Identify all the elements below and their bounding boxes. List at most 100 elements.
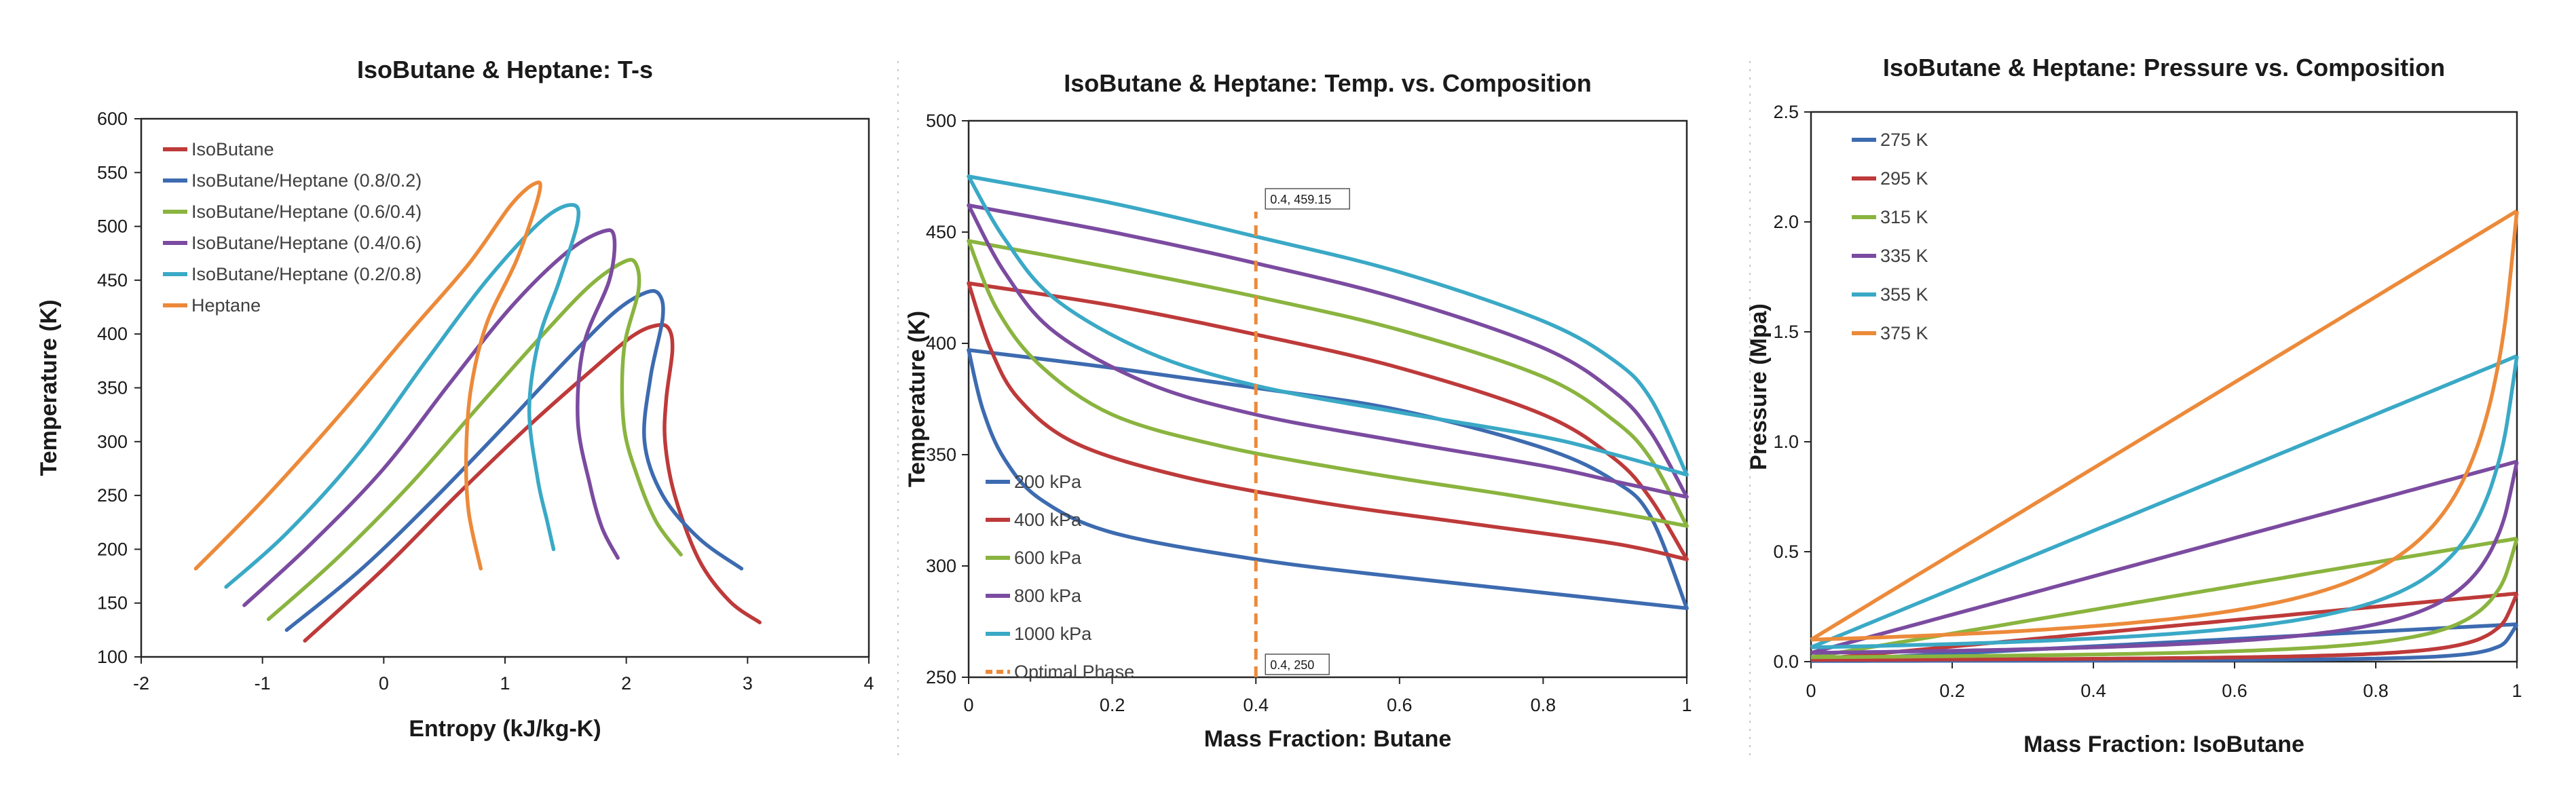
legend-entry: IsoButane <box>191 139 274 159</box>
x-tick-label: -1 <box>255 673 271 694</box>
x-tick-label: 3 <box>743 673 753 694</box>
plot-area-frame <box>967 119 1688 679</box>
bubble-curve <box>967 203 1689 499</box>
chart-temp-vs-composition: 0 0.2 0.4 0.6 0.8 1 250 300 350 400 450 500 IsoButan… <box>904 69 1692 752</box>
x-tick-label: 0.8 <box>1531 695 1556 715</box>
dew-curve <box>1810 356 2519 649</box>
y-tick-label: 0.5 <box>1773 542 1799 562</box>
legend-entry: 600 kPa <box>1014 548 1082 568</box>
y-tick-label: 1.5 <box>1773 322 1799 342</box>
data-label: 0.4, 459.15 <box>1270 193 1331 206</box>
bubble-curve <box>967 281 1689 561</box>
x-axis-label: Entropy (kJ/kg-K) <box>409 716 601 742</box>
x-tick-label: 0 <box>963 695 973 715</box>
legend-entry: 200 kPa <box>1014 472 1082 492</box>
dew-curve <box>967 281 1689 561</box>
y-tick-label: 500 <box>926 111 956 131</box>
y-tick-label: 300 <box>926 556 956 576</box>
plot-area-frame <box>1810 111 2518 663</box>
chart-ts-diagram: -2 -1 0 1 2 3 4 100 150 200 250 300 350 400 450 500 550 6… <box>36 56 874 742</box>
y-tick-label: 400 <box>926 333 956 354</box>
chart-pressure-vs-composition: 0 0.2 0.4 0.6 0.8 1 0.0 0.5 1.0 1.5 2.0 2.5 IsoButan… <box>1746 54 2522 757</box>
y-tick-label: 550 <box>97 162 128 183</box>
y-tick-label: 200 <box>97 539 128 559</box>
legend-entry: IsoButane/Heptane (0.8/0.2) <box>191 170 422 191</box>
y-tick-label: 450 <box>926 222 956 242</box>
x-axis-label: Mass Fraction: Butane <box>1204 726 1452 752</box>
dew-curve <box>1810 537 2519 660</box>
legend-entry: 355 K <box>1880 284 1928 305</box>
x-tick-label: -2 <box>133 673 149 694</box>
bubble-curve <box>1810 209 2518 641</box>
y-tick-label: 0.0 <box>1773 651 1799 672</box>
x-tick-label: 0 <box>379 673 389 694</box>
legend-entry: IsoButane/Heptane (0.6/0.4) <box>191 202 422 222</box>
x-tick-label: 0 <box>1806 681 1816 701</box>
legend-entry: IsoButane/Heptane (0.2/0.8) <box>191 264 422 284</box>
bubble-curve <box>967 239 1689 528</box>
series-line <box>224 203 581 589</box>
series-line <box>193 181 542 571</box>
x-tick-label: 0.4 <box>2080 681 2106 701</box>
series-line <box>266 258 683 622</box>
chart-title: IsoButane & Heptane: T-s <box>357 56 653 83</box>
legend-entry: 400 kPa <box>1014 510 1082 530</box>
series-line <box>242 228 620 607</box>
legend-entry: 335 K <box>1880 246 1928 266</box>
bubble-curve <box>1810 536 2518 660</box>
legend-entry: 375 K <box>1880 323 1928 343</box>
legend-entry: 295 K <box>1880 168 1928 189</box>
y-tick-label: 350 <box>97 378 128 398</box>
bubble-curve <box>1810 459 2518 655</box>
y-axis-label: Temperature (K) <box>904 311 930 487</box>
x-tick-label: 1 <box>2512 681 2522 701</box>
bubble-curve <box>1810 591 2518 662</box>
y-tick-label: 450 <box>97 270 128 290</box>
dew-curve <box>967 203 1689 499</box>
x-axis-label: Mass Fraction: IsoButane <box>2023 732 2304 757</box>
x-tick-label: 0.4 <box>1243 695 1269 715</box>
dew-curve <box>967 239 1689 528</box>
legend-entry: 275 K <box>1880 130 1928 150</box>
legend-entry: Optimal Phase <box>1014 662 1134 682</box>
dew-curve <box>1811 592 2519 662</box>
legend-entry: 800 kPa <box>1014 586 1082 606</box>
y-tick-label: 300 <box>97 432 128 452</box>
y-tick-label: 600 <box>97 109 128 129</box>
x-tick-label: 4 <box>863 673 874 694</box>
y-tick-label: 100 <box>97 647 128 667</box>
bubble-curve <box>967 348 1689 611</box>
dew-curve <box>1810 461 2519 655</box>
dew-curve <box>1810 210 2519 642</box>
legend-entry: 315 K <box>1880 207 1928 227</box>
y-tick-label: 250 <box>97 485 128 506</box>
y-axis-label: Temperature (K) <box>36 299 62 476</box>
x-tick-label: 0.2 <box>1100 695 1125 715</box>
x-tick-label: 0.6 <box>2222 681 2247 701</box>
y-tick-label: 1.0 <box>1773 432 1799 452</box>
y-tick-label: 350 <box>926 444 956 465</box>
x-tick-label: 1 <box>500 673 510 694</box>
data-label-box <box>1265 188 1350 210</box>
y-tick-label: 400 <box>97 324 128 344</box>
bubble-curve <box>1810 354 2518 649</box>
legend-entry: Heptane <box>191 295 261 316</box>
y-tick-label: 250 <box>926 667 956 687</box>
series-line <box>284 288 744 632</box>
x-tick-label: 0.2 <box>1939 681 1965 701</box>
y-tick-label: 2.5 <box>1773 102 1799 122</box>
y-tick-label: 2.0 <box>1773 212 1799 232</box>
chart-title: IsoButane & Heptane: Pressure vs. Compos… <box>1883 54 2445 81</box>
y-tick-label: 150 <box>97 593 128 613</box>
x-tick-label: 0.8 <box>2363 681 2389 701</box>
x-tick-label: 2 <box>621 673 631 694</box>
bubble-curve <box>967 174 1689 477</box>
x-tick-label: 1 <box>1681 695 1692 715</box>
data-label: 0.4, 250 <box>1270 658 1314 672</box>
x-tick-label: 0.6 <box>1387 695 1413 715</box>
dew-curve <box>967 174 1689 477</box>
data-label-box <box>1265 653 1330 675</box>
chart-title: IsoButane & Heptane: Temp. vs. Compositi… <box>1064 69 1591 97</box>
legend-entry: IsoButane/Heptane (0.4/0.6) <box>191 233 422 253</box>
